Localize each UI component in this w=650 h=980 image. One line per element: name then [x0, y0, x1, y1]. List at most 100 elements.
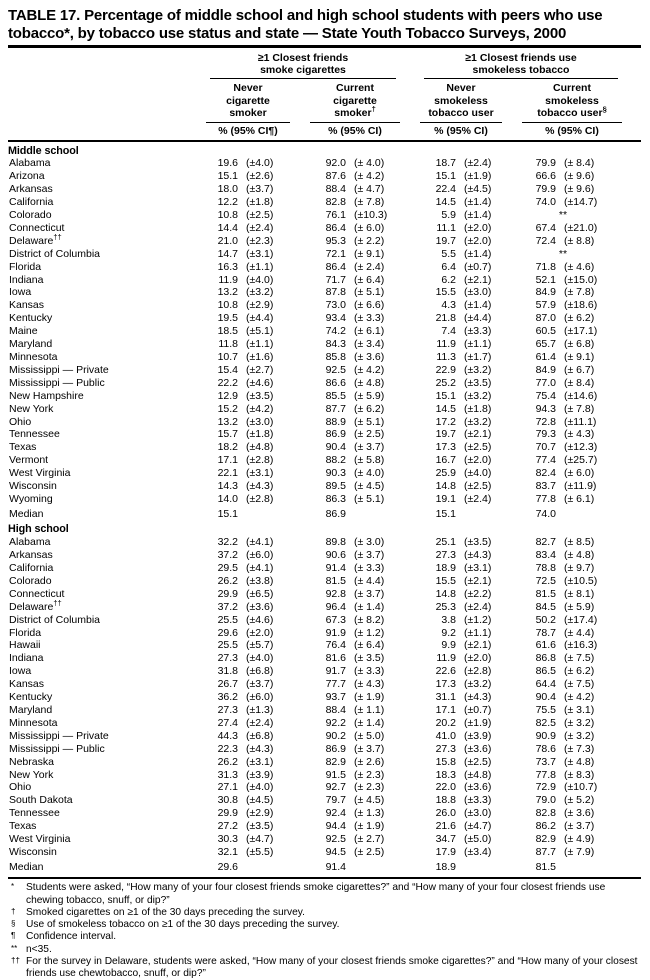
table-row: District of Columbia 25.5 (±4.6) 67.3 (± 8.2… — [8, 614, 641, 627]
percent-value: 78.6 — [535, 742, 556, 755]
percent-value: 29.9 — [217, 587, 238, 600]
percent-value: 17.3 — [435, 678, 456, 691]
ci-value: (±14.6) — [564, 389, 598, 402]
ci-value: (± 4.2) — [564, 691, 595, 704]
percent-value: 10.8 — [217, 299, 238, 312]
ci-value: (± 3.2) — [564, 729, 595, 742]
percent-value: 21.0 — [217, 234, 238, 247]
percent-value: 86.9 — [325, 742, 346, 755]
table-body: Middle school Alabama 19.6 (±4.0) 92.0 (± 4.0… — [8, 142, 641, 875]
ci-value: (±3.3) — [464, 794, 492, 807]
percent-value: 84.5 — [535, 600, 556, 613]
percent-value: 92.2 — [325, 716, 346, 729]
state-label: Arizona — [9, 170, 45, 183]
percent-value: 15.1 — [217, 508, 238, 521]
ci-value: (± 4.3) — [564, 428, 595, 441]
ci-value: (±4.6) — [246, 613, 274, 626]
table-row: Kentucky 19.5 (±4.4) 93.4 (± 3.3) 21.8 (±4.4) 8… — [8, 312, 641, 325]
percent-value: 29.6 — [217, 626, 238, 639]
table-row: Colorado 26.2 (±3.8) 81.5 (± 4.4) 15.5 (±2.1) 7… — [8, 575, 641, 588]
state-label: Hawaii — [9, 639, 41, 652]
measure-label: % (95% CI) — [545, 124, 599, 137]
ci-value: (±2.4) — [246, 221, 274, 234]
ci-value: (± 6.8) — [564, 338, 595, 351]
percent-value: 90.3 — [325, 467, 346, 480]
table-row: Ohio 13.2 (±3.0) 88.9 (± 5.1) 17.2 (±3.2) 72.8 (… — [8, 416, 641, 429]
ci-value: (±2.4) — [464, 157, 492, 170]
percent-value: 19.5 — [217, 312, 238, 325]
percent-value: 29.9 — [217, 807, 238, 820]
table-row: West Virginia 30.3 (±4.7) 92.5 (± 2.7) 34.7 (±… — [8, 833, 641, 846]
table-header: ≥1 Closest friends smoke cigarettes ≥1 C… — [8, 48, 641, 142]
state-label: Minnesota — [9, 716, 58, 729]
percent-value: 90.4 — [535, 691, 556, 704]
ci-value: (±4.4) — [464, 312, 492, 325]
percent-value: 17.2 — [435, 415, 456, 428]
ci-value: (±2.0) — [464, 234, 492, 247]
percent-value: 79.0 — [535, 794, 556, 807]
percent-value: 37.2 — [217, 600, 238, 613]
percent-value: 88.9 — [325, 415, 346, 428]
state-label: West Virginia — [9, 833, 71, 846]
ci-value — [238, 520, 300, 521]
ci-value: (±3.1) — [246, 247, 274, 260]
footnote-marker: † — [371, 104, 376, 114]
percent-value: 87.7 — [535, 845, 556, 858]
ci-value: (±4.8) — [464, 768, 492, 781]
ci-value: (±2.4) — [246, 716, 274, 729]
measure-label: % (95% CI) — [434, 124, 488, 137]
percent-value: 81.5 — [535, 861, 556, 874]
ci-value: (±4.5) — [464, 183, 492, 196]
table-row: California 29.5 (±4.1) 91.4 (± 3.3) 18.9 (±3.1… — [8, 562, 641, 575]
percent-value: 22.3 — [217, 742, 238, 755]
ci-value: (±1.3) — [246, 703, 274, 716]
table-row: Maryland 27.3 (±1.3) 88.4 (± 1.1) 17.1 (±0.7) 7… — [8, 704, 641, 717]
ci-value: (±2.0) — [464, 652, 492, 665]
ci-value: (± 3.3) — [354, 562, 385, 574]
percent-value: 32.2 — [217, 536, 238, 549]
ci-value: (±16.3) — [564, 639, 598, 652]
state-label: Vermont — [9, 454, 49, 467]
ci-value: (± 8.2) — [354, 613, 385, 626]
table-row: New York 15.2 (±4.2) 87.7 (± 6.2) 14.5 (±1.8) 9… — [8, 403, 641, 416]
ci-value: (±1.8) — [246, 196, 274, 209]
percent-value: 82.7 — [535, 536, 556, 549]
ci-value: (± 9.6) — [564, 183, 595, 196]
section-name: Middle school — [8, 144, 79, 157]
ci-value: (±11.9) — [564, 480, 597, 493]
state-label: Tennessee — [9, 428, 60, 441]
ci-value — [238, 873, 300, 874]
ci-value: (± 9.1) — [354, 247, 385, 260]
percent-value: 17.3 — [435, 441, 456, 454]
state-label: Mississippi — Private — [9, 729, 109, 742]
ci-value: (±3.5) — [246, 389, 274, 402]
footnote-text: Use of smokeless tobacco on ≥1 of the 30… — [26, 919, 340, 931]
percent-value: 16.7 — [435, 454, 456, 467]
percent-value: 5.5 — [441, 247, 456, 260]
ci-value: (±3.5) — [246, 820, 274, 833]
percent-value: 66.6 — [535, 170, 556, 183]
table-row: Kentucky 36.2 (±6.0) 93.7 (± 1.9) 31.1 (±4.3) 9… — [8, 691, 641, 704]
percent-value: 94.4 — [325, 820, 346, 833]
ci-value: (±3.1) — [246, 755, 274, 768]
ci-value: (± 4.6) — [564, 260, 595, 273]
percent-value: 87.0 — [535, 312, 556, 325]
table-row: Wyoming 14.0 (±2.8) 86.3 (± 5.1) 19.1 (±2.4) 77… — [8, 493, 641, 506]
percent-value: 18.7 — [435, 157, 456, 170]
ci-value: (± 7.8) — [354, 196, 385, 209]
percent-value: 19.7 — [435, 428, 456, 441]
ci-value: (± 3.7) — [354, 549, 385, 562]
percent-value: 72.1 — [325, 247, 346, 260]
percent-value: 18.8 — [435, 794, 456, 807]
percent-value: 32.1 — [217, 845, 238, 858]
percent-value: 15.1 — [435, 508, 456, 521]
percent-value: 64.4 — [535, 678, 556, 691]
ci-value: (±4.1) — [246, 562, 274, 574]
column-header-current-cigarette-smoker: Current cigarette smoker† — [310, 79, 400, 123]
percent-value: 50.2 — [535, 613, 556, 626]
ci-value: (±2.1) — [464, 639, 492, 652]
percent-value: 86.3 — [325, 492, 346, 505]
footnote-marker: †† — [11, 956, 20, 966]
percent-value: 78.7 — [535, 626, 556, 639]
